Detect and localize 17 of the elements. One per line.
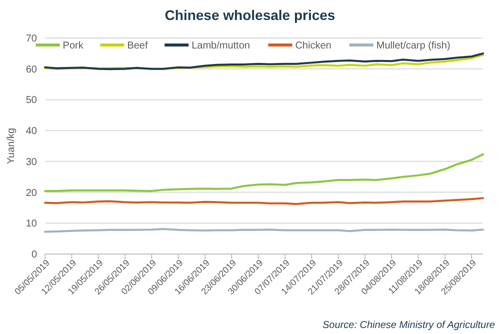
legend-label: Pork bbox=[62, 40, 84, 52]
line-series bbox=[44, 153, 484, 192]
chart-title: Chinese wholesale prices bbox=[164, 7, 336, 23]
y-tick-label: 70 bbox=[26, 34, 38, 44]
y-tick-label: 30 bbox=[26, 156, 38, 168]
y-tick-label: 10 bbox=[26, 218, 38, 230]
y-tick-label: 20 bbox=[26, 188, 38, 199]
legend-label: Lamb/mutton bbox=[192, 40, 250, 52]
y-tick-label: 50 bbox=[26, 95, 38, 106]
y-tick-label: 40 bbox=[26, 126, 38, 138]
source-note: Source: Chinese Ministry of Agriculture bbox=[322, 320, 496, 331]
y-tick-label: 60 bbox=[26, 64, 38, 76]
y-tick-label: 0 bbox=[31, 250, 38, 260]
legend-label: Mullet/carp (fish) bbox=[376, 40, 450, 52]
legend-label: Beef bbox=[127, 40, 148, 52]
y-axis-title: Yuan/kg bbox=[6, 128, 17, 164]
legend-label: Chicken bbox=[295, 40, 332, 52]
